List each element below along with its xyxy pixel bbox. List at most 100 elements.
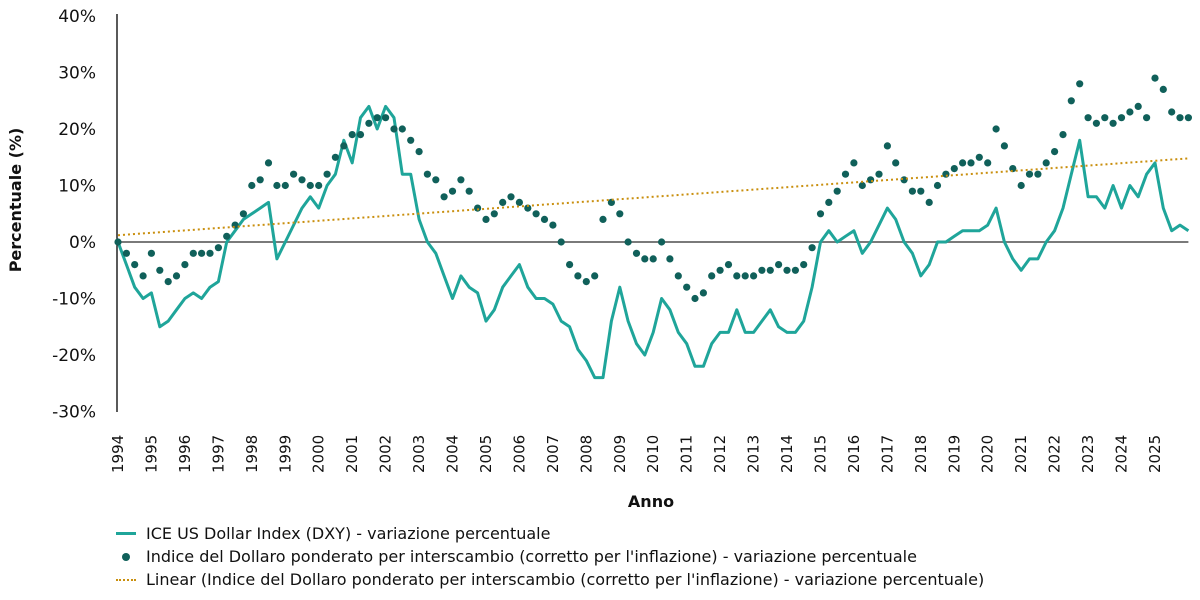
series-point-twi bbox=[474, 204, 482, 212]
series-point-twi bbox=[683, 283, 691, 291]
series-point-twi bbox=[658, 238, 666, 246]
series-point-twi bbox=[816, 210, 825, 218]
series-point-twi bbox=[139, 272, 147, 280]
x-tick-label: 2018 bbox=[912, 435, 930, 473]
series-point-twi bbox=[532, 210, 540, 218]
series-point-twi bbox=[758, 266, 766, 274]
series-point-twi bbox=[390, 125, 398, 133]
series-point-twi bbox=[1109, 119, 1117, 127]
legend-line-icon bbox=[112, 532, 140, 535]
series-point-twi bbox=[699, 289, 708, 297]
series-point-twi bbox=[808, 244, 816, 252]
series-point-twi bbox=[800, 261, 808, 269]
series-point-twi bbox=[1134, 102, 1142, 110]
series-point-twi bbox=[198, 249, 206, 257]
x-tick-label: 1998 bbox=[243, 435, 261, 473]
x-tick-label: 2022 bbox=[1046, 435, 1064, 473]
series-point-twi bbox=[1000, 142, 1009, 150]
series-point-twi bbox=[239, 210, 247, 218]
series-point-twi bbox=[1168, 108, 1176, 116]
x-tick-label: 1999 bbox=[276, 435, 294, 473]
series-point-twi bbox=[1092, 119, 1100, 127]
series-point-twi bbox=[959, 159, 967, 167]
series-point-twi bbox=[172, 272, 181, 280]
series-point-twi bbox=[1176, 114, 1184, 122]
series-point-twi bbox=[775, 261, 783, 269]
series-point-twi bbox=[290, 170, 298, 178]
x-tick-label: 2020 bbox=[979, 435, 997, 473]
x-tick-label: 2024 bbox=[1113, 435, 1131, 473]
series-point-twi bbox=[641, 255, 649, 263]
x-tick-label: 2006 bbox=[510, 435, 528, 473]
y-tick-label: 30% bbox=[58, 64, 96, 84]
series-point-twi bbox=[766, 266, 774, 274]
x-tick-label: 2025 bbox=[1146, 435, 1164, 473]
series-point-twi bbox=[666, 255, 674, 263]
series-point-twi bbox=[908, 187, 917, 195]
series-point-twi bbox=[875, 170, 883, 178]
series-point-twi bbox=[122, 249, 130, 257]
series-point-twi bbox=[407, 136, 415, 144]
series-point-twi bbox=[1143, 114, 1151, 122]
series-point-twi bbox=[365, 119, 373, 127]
series-point-twi bbox=[1101, 114, 1109, 122]
series-point-twi bbox=[607, 198, 616, 206]
legend-dotted-line-icon bbox=[112, 578, 140, 581]
x-tick-label: 2019 bbox=[945, 435, 963, 473]
series-line-dxy bbox=[116, 104, 1190, 380]
series-point-twi bbox=[1159, 85, 1167, 93]
series-point-twi bbox=[616, 210, 624, 218]
series-point-twi bbox=[708, 272, 716, 280]
series-point-twi bbox=[724, 261, 733, 269]
series-point-twi bbox=[850, 159, 858, 167]
series-point-twi bbox=[741, 272, 749, 280]
legend-item-twi: Indice del Dollaro ponderato per intersc… bbox=[112, 547, 917, 566]
x-tick-label: 1996 bbox=[176, 435, 194, 473]
series-point-twi bbox=[331, 153, 339, 161]
series-point-twi bbox=[1067, 97, 1075, 105]
x-tick-label: 2007 bbox=[544, 435, 562, 473]
series-point-twi bbox=[540, 215, 549, 223]
series-point-twi bbox=[465, 187, 473, 195]
y-tick-label: -10% bbox=[52, 290, 96, 310]
series-point-twi bbox=[340, 142, 348, 150]
series-point-twi bbox=[1184, 114, 1192, 122]
y-tick-label: -30% bbox=[52, 403, 96, 423]
series-point-twi bbox=[315, 181, 323, 190]
series-point-twi bbox=[1059, 131, 1067, 139]
series-point-twi bbox=[348, 131, 356, 139]
series-point-twi bbox=[1017, 181, 1025, 190]
series-point-twi bbox=[298, 176, 306, 184]
series-point-twi bbox=[783, 266, 791, 274]
series-point-twi bbox=[917, 187, 925, 195]
series-point-twi bbox=[515, 198, 524, 206]
series-point-twi bbox=[448, 187, 457, 195]
series-point-twi bbox=[858, 181, 866, 190]
legend-item-dxy: ICE US Dollar Index (DXY) - variazione p… bbox=[112, 524, 550, 543]
x-tick-label: 1994 bbox=[109, 435, 127, 473]
x-tick-label: 2009 bbox=[611, 435, 629, 473]
series-point-twi bbox=[156, 266, 164, 274]
series-point-twi bbox=[942, 170, 950, 178]
series-point-twi bbox=[114, 238, 122, 246]
x-tick-label: 2014 bbox=[778, 435, 796, 473]
series-point-twi bbox=[440, 193, 448, 201]
series-point-twi bbox=[432, 176, 440, 184]
series-point-twi bbox=[490, 210, 498, 218]
series-point-twi bbox=[206, 249, 214, 257]
x-tick-label: 2013 bbox=[745, 435, 763, 473]
x-tick-label: 2002 bbox=[377, 435, 395, 473]
series-point-twi bbox=[649, 255, 657, 263]
series-point-twi bbox=[273, 181, 281, 190]
series-point-twi bbox=[1151, 74, 1159, 82]
series-point-twi bbox=[373, 114, 381, 122]
series-point-twi bbox=[691, 294, 699, 303]
series-point-twi bbox=[482, 215, 490, 223]
series-point-twi bbox=[549, 221, 557, 229]
series-point-twi bbox=[574, 272, 582, 280]
series-point-twi bbox=[223, 232, 231, 240]
legend-dot-icon bbox=[112, 552, 140, 561]
series-point-twi bbox=[248, 181, 256, 190]
legend-label: Linear (Indice del Dollaro ponderato per… bbox=[146, 570, 985, 589]
x-tick-label: 2011 bbox=[678, 435, 696, 473]
